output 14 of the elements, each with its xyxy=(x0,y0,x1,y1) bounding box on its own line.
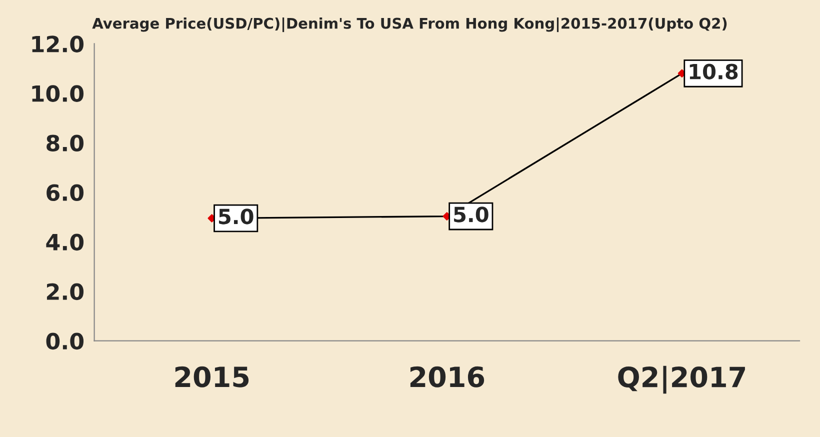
data-label: 5.0 xyxy=(454,206,488,222)
y-tick-label: 2.0 xyxy=(46,283,84,300)
y-tick-label: 10.0 xyxy=(32,85,84,102)
x-tick-label: 2016 xyxy=(410,366,484,388)
x-tick-label: 2015 xyxy=(175,366,249,388)
chart-title: Average Price(USD/PC)|Denim's To USA From Hong Kong|2015-2017(Upto Q2) xyxy=(92,17,727,32)
data-label: 10.8 xyxy=(690,64,738,80)
data-label: 5.0 xyxy=(218,208,254,224)
x-tick-label: Q2|2017 xyxy=(618,366,745,394)
y-tick-label: 12.0 xyxy=(32,36,84,52)
y-tick-label: 0.0 xyxy=(46,332,84,350)
y-tick-label: 4.0 xyxy=(46,234,84,251)
y-tick-label: 8.0 xyxy=(46,134,84,152)
y-tick-label: 6.0 xyxy=(46,184,84,202)
